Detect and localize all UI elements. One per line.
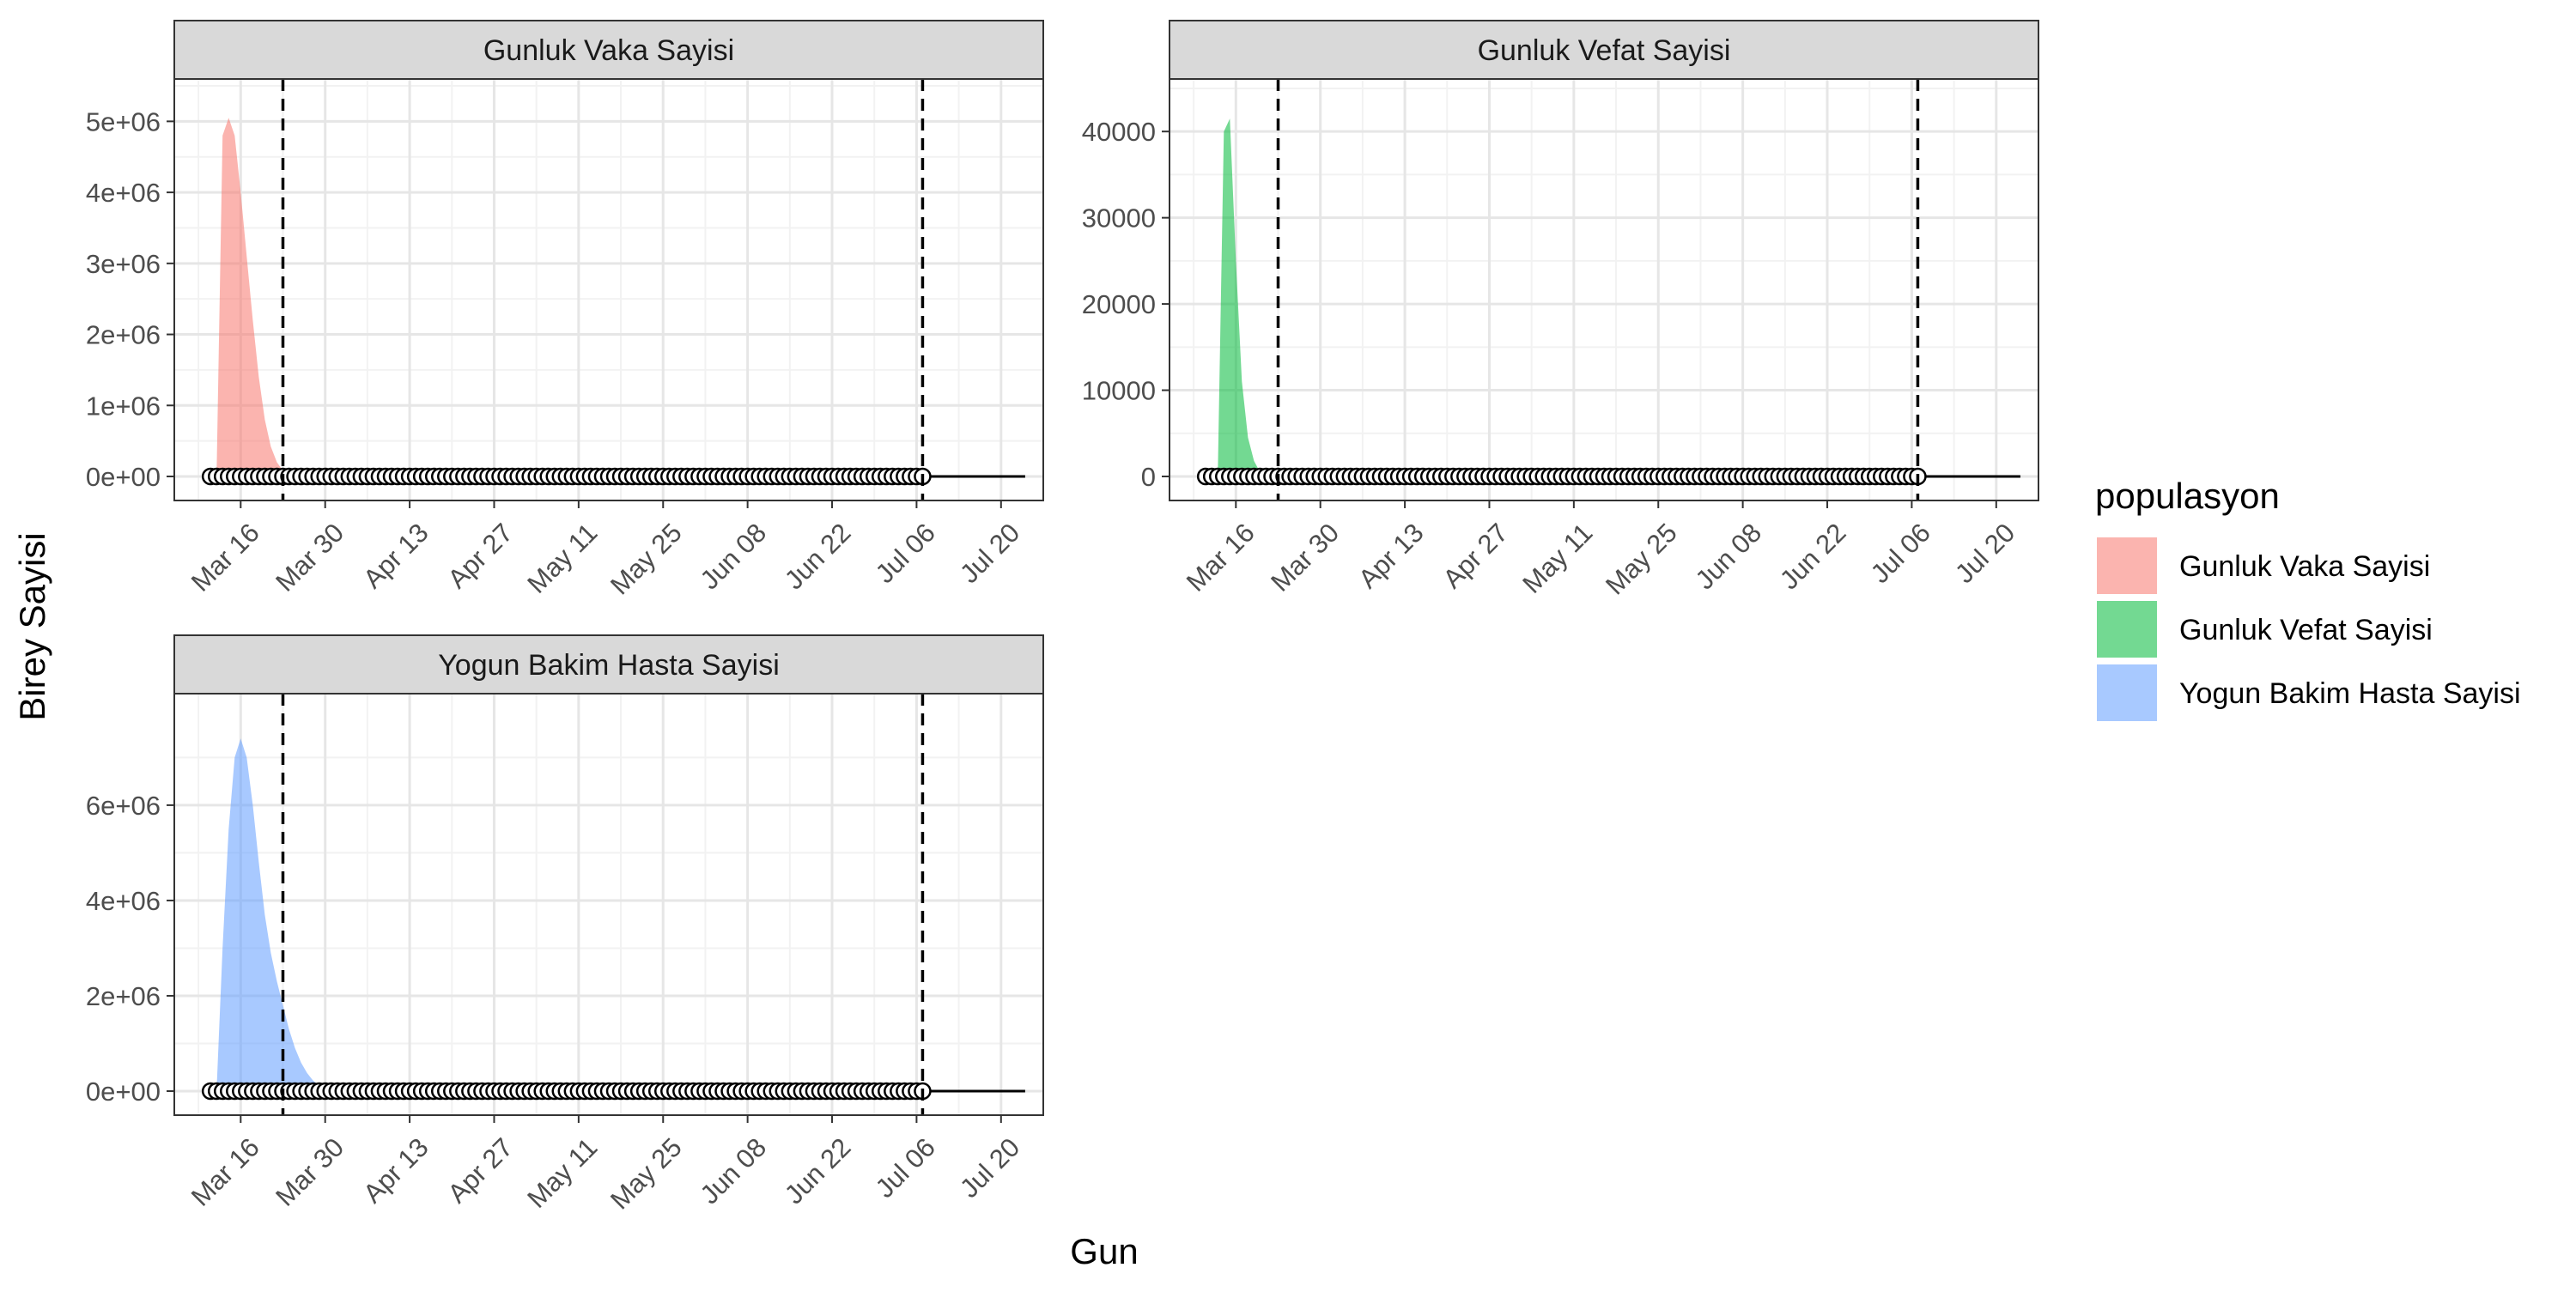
- legend-key: [2097, 664, 2157, 721]
- panel-gunluk-vaka-sayisi: Gunluk Vaka Sayisi 0e+00 1e+06 2e+06 3e+06 4e…: [86, 20, 1044, 601]
- x-tick-label: Apr 27: [442, 518, 519, 594]
- x-tick-label: Jul 06: [870, 1132, 941, 1204]
- y-tick-label: 1e+06: [86, 391, 161, 421]
- panel-background: [174, 694, 1043, 1115]
- y-axis-title: Birey Sayisi: [12, 532, 52, 720]
- y-tick-label: 4e+06: [86, 178, 161, 208]
- x-tick-label: Jun 08: [695, 518, 773, 596]
- x-tick-label: May 25: [605, 1132, 688, 1216]
- x-tick-label: May 11: [521, 518, 603, 599]
- x-tick-label: Jul 06: [1865, 518, 1936, 589]
- y-tick-label: 0e+00: [86, 1077, 161, 1107]
- panel-gunluk-vefat-sayisi: Gunluk Vefat Sayisi 0 10000 20000 30000 40000…: [1082, 20, 2039, 601]
- x-tick-label: Jun 08: [1690, 518, 1768, 596]
- legend: populasyon Gunluk Vaka Sayisi Gunluk Vefa…: [2095, 476, 2521, 721]
- x-tick-label: Mar 30: [270, 518, 349, 597]
- facet-strip: [173, 20, 1044, 80]
- legend-key: [2097, 537, 2157, 594]
- x-tick-label: Apr 27: [1437, 518, 1514, 594]
- panel-border: [1169, 78, 2039, 501]
- x-tick-label: May 25: [1600, 518, 1683, 601]
- y-tick-label: 2e+06: [86, 320, 161, 350]
- x-tick-label: Apr 13: [357, 1132, 434, 1209]
- series-area: [1218, 118, 1267, 476]
- y-tick-label: 40000: [1082, 117, 1156, 147]
- facet-strip: [1169, 20, 2039, 80]
- x-tick-label: May 25: [605, 518, 688, 601]
- panel-border: [173, 693, 1044, 1116]
- facet-strip-label: Gunluk Vefat Sayisi: [1478, 34, 1731, 67]
- x-tick-label: May 11: [1516, 518, 1598, 599]
- y-tick-label: 0e+00: [86, 462, 161, 492]
- y-tick-label: 6e+06: [86, 791, 161, 821]
- facet-strip: [173, 634, 1044, 695]
- legend-label: Gunluk Vaka Sayisi: [2179, 550, 2430, 583]
- x-tick-label: Jun 08: [695, 1132, 773, 1210]
- legend-label: Yogun Bakim Hasta Sayisi: [2179, 677, 2521, 710]
- legend-title: populasyon: [2095, 476, 2280, 516]
- y-tick-label: 2e+06: [86, 981, 161, 1011]
- panel-background: [174, 79, 1043, 500]
- y-tick-label: 20000: [1082, 289, 1156, 319]
- x-tick-label: Apr 27: [442, 1132, 519, 1209]
- x-tick-label: Jun 22: [779, 518, 857, 596]
- x-tick-label: Mar 30: [1265, 518, 1345, 597]
- x-tick-label: Apr 13: [357, 518, 434, 594]
- x-tick-label: May 11: [521, 1132, 603, 1214]
- x-tick-label: Jul 20: [954, 518, 1025, 589]
- panel-background: [1170, 79, 2038, 500]
- legend-label: Gunluk Vefat Sayisi: [2179, 614, 2433, 646]
- x-tick-label: Mar 16: [185, 518, 265, 597]
- y-tick-label: 3e+06: [86, 249, 161, 279]
- x-tick-label: Jul 06: [870, 518, 941, 589]
- series-area: [216, 738, 337, 1091]
- x-tick-label: Jun 22: [779, 1132, 857, 1210]
- y-tick-label: 30000: [1082, 203, 1156, 234]
- legend-key: [2097, 601, 2157, 658]
- panel-yogun-bakim-hasta-sayisi: Yogun Bakim Hasta Sayisi 0e+00 2e+06 4e+06 6…: [86, 634, 1044, 1216]
- x-axis-title: Gun: [1070, 1231, 1138, 1271]
- x-tick-label: Mar 16: [185, 1132, 265, 1212]
- x-tick-label: Jun 22: [1774, 518, 1852, 596]
- x-tick-label: Mar 16: [1181, 518, 1261, 597]
- facet-strip-label: Gunluk Vaka Sayisi: [483, 34, 734, 67]
- series-area: [216, 118, 289, 476]
- x-tick-label: Jul 20: [1949, 518, 2020, 589]
- x-tick-label: Mar 30: [270, 1132, 349, 1212]
- x-tick-label: Jul 20: [954, 1132, 1025, 1204]
- panel-border: [173, 78, 1044, 501]
- x-tick-label: Apr 13: [1352, 518, 1429, 594]
- y-tick-label: 0: [1141, 462, 1156, 492]
- y-tick-label: 10000: [1082, 376, 1156, 406]
- y-tick-label: 5e+06: [86, 106, 161, 136]
- y-tick-label: 4e+06: [86, 886, 161, 916]
- facet-strip-label: Yogun Bakim Hasta Sayisi: [438, 649, 780, 682]
